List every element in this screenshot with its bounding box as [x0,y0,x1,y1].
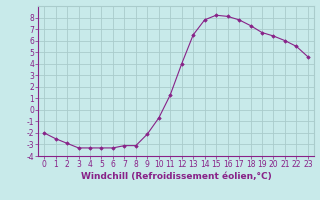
X-axis label: Windchill (Refroidissement éolien,°C): Windchill (Refroidissement éolien,°C) [81,172,271,181]
